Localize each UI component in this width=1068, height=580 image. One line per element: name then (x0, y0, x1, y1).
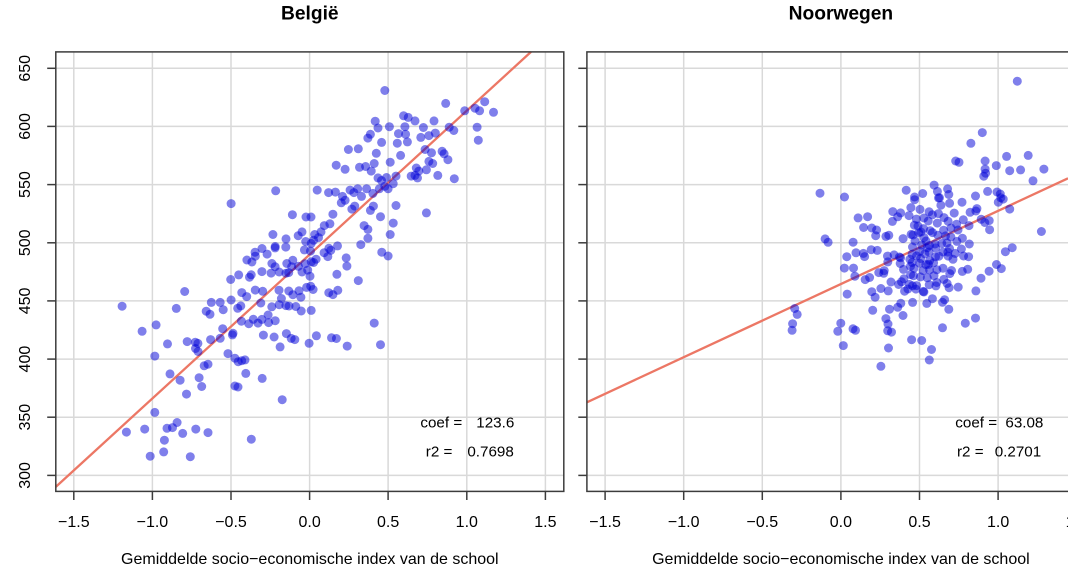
svg-text:450: 450 (17, 287, 34, 314)
svg-text:−0.5: −0.5 (215, 514, 247, 531)
svg-text:1.5: 1.5 (534, 514, 556, 531)
svg-text:België: België (281, 3, 339, 24)
svg-text:300: 300 (17, 462, 34, 489)
svg-text:0.0: 0.0 (830, 514, 852, 531)
svg-text:600: 600 (17, 113, 34, 140)
svg-text:coef =: coef = (420, 415, 462, 432)
svg-text:r2 =: r2 = (426, 444, 453, 461)
svg-text:0.5: 0.5 (908, 514, 930, 531)
svg-text:400: 400 (17, 346, 34, 373)
svg-text:0.2701: 0.2701 (995, 444, 1041, 461)
svg-text:0.7698: 0.7698 (467, 444, 513, 461)
svg-text:63.08: 63.08 (1005, 415, 1043, 432)
svg-text:500: 500 (17, 229, 34, 256)
svg-text:r2 =: r2 = (957, 444, 984, 461)
svg-text:−1.0: −1.0 (137, 514, 169, 531)
svg-text:0.5: 0.5 (377, 514, 399, 531)
svg-text:−1.5: −1.5 (58, 514, 90, 531)
svg-text:−1.0: −1.0 (668, 514, 700, 531)
svg-text:Noorwegen: Noorwegen (789, 3, 893, 24)
svg-text:Gemiddelde socio−economische i: Gemiddelde socio−economische index van d… (652, 551, 1030, 568)
svg-text:650: 650 (17, 55, 34, 82)
svg-text:0.0: 0.0 (298, 514, 320, 531)
svg-text:1.0: 1.0 (987, 514, 1009, 531)
svg-text:coef =: coef = (955, 415, 997, 432)
svg-text:1.5: 1.5 (1066, 514, 1068, 531)
svg-text:350: 350 (17, 404, 34, 431)
svg-text:123.6: 123.6 (476, 415, 514, 432)
svg-text:−1.5: −1.5 (589, 514, 621, 531)
svg-text:Gemiddelde socio−economische i: Gemiddelde socio−economische index van d… (121, 551, 499, 568)
svg-text:1.0: 1.0 (456, 514, 478, 531)
svg-text:550: 550 (17, 171, 34, 198)
svg-text:−0.5: −0.5 (747, 514, 779, 531)
